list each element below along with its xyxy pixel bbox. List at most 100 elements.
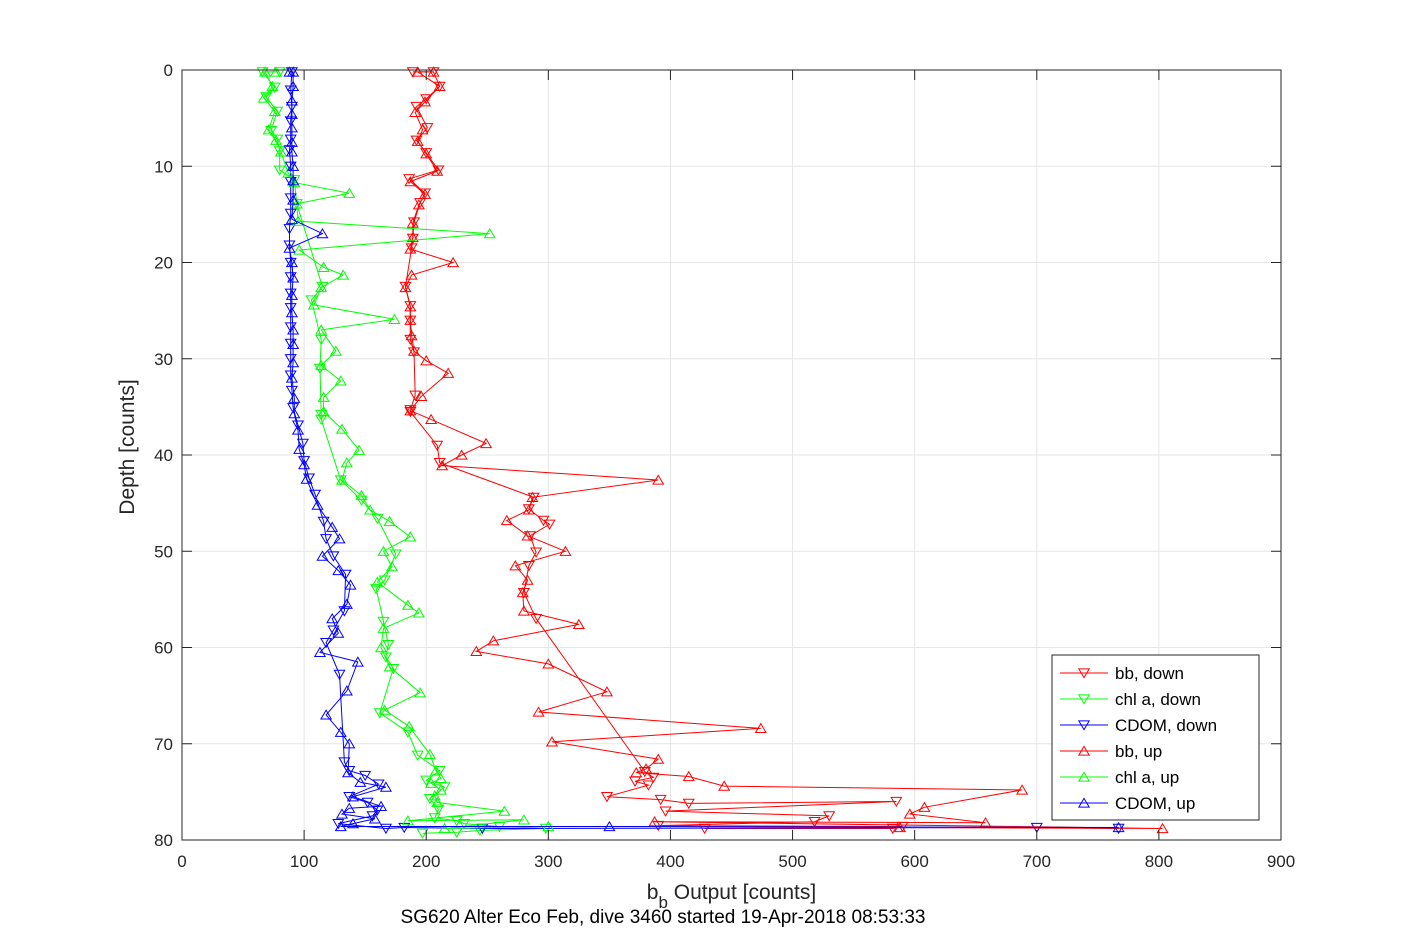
data-point [522,504,535,515]
data-point [352,444,366,455]
series-3 [399,66,1169,834]
data-point [416,828,429,839]
series-4 [257,66,555,834]
data-point [406,217,419,228]
data-point [378,575,391,586]
data-point [382,639,395,651]
data-point [420,355,433,366]
data-point [442,367,455,378]
data-point [341,766,355,778]
data-point [326,521,339,532]
data-point [285,67,298,78]
data-point [315,414,328,426]
legend-marker [1077,668,1091,679]
data-point [1016,784,1029,795]
data-point [315,324,328,335]
x-axis-label-main: b [647,881,659,904]
data-point [600,792,614,803]
data-point [287,66,300,77]
figure-caption: SG620 Alter Eco Feb, dive 3460 started 1… [401,907,926,928]
legend-marker [1077,771,1091,782]
data-point [284,208,297,220]
data-point [317,516,330,528]
data-point [559,545,572,556]
data-point [638,767,651,778]
data-point [285,213,298,224]
data-point [317,391,330,402]
data-point [652,474,665,485]
data-point [654,794,667,806]
data-point [332,818,345,830]
data-point [414,687,427,698]
data-point [285,146,298,157]
data-point [287,80,300,92]
data-point [432,804,445,815]
y-tick-label: 40 [154,446,173,465]
data-point [526,491,539,503]
data-point [433,766,446,777]
data-point [346,791,360,802]
data-point [285,256,298,268]
data-point [285,306,298,318]
ticks: 0 100 200 300 400 500 600 700 800 900 0 10 20 30 40 50 6… [154,61,1295,871]
data-point [405,269,418,280]
data-point [287,338,300,349]
data-point [412,607,425,618]
data-point [401,727,414,738]
data-point [282,167,295,178]
data-point [333,669,346,681]
data-point [404,314,417,325]
data-point [334,820,347,832]
data-point [291,424,305,435]
x-axis-label: bb Output [counts] [647,881,816,912]
data-point [290,198,303,209]
data-point [404,175,417,187]
data-point [354,776,367,787]
data-point [313,646,327,657]
data-point [890,796,903,808]
data-point [521,574,534,585]
data-point [377,616,390,628]
data-point [291,420,305,431]
data-point [404,405,417,416]
data-point [483,227,496,239]
data-point [340,598,353,609]
data-point [410,135,423,146]
data-point [285,372,298,383]
data-point [285,95,298,106]
data-point [343,802,356,813]
legend-label: chl a, up [1115,768,1179,787]
data-point [316,227,329,239]
data-point [300,473,313,484]
data-point [351,656,364,667]
data-point [373,708,386,719]
data-point [403,720,416,732]
data-point [379,781,392,792]
legend-marker [1077,720,1091,731]
data-point [404,243,417,254]
data-point [311,499,324,510]
data-point [409,390,422,401]
data-point [387,664,400,675]
x-tick-label: 300 [534,852,562,871]
data-point [434,784,447,795]
x-tick-label: 200 [412,852,440,871]
data-point [288,175,301,186]
data-point [273,67,286,78]
series-line [404,71,1163,829]
data-point [258,66,272,77]
data-point [1156,822,1169,834]
data-point [327,625,340,636]
data-point [273,165,286,176]
data-point [431,796,444,808]
data-point [315,281,328,293]
data-point [298,458,311,470]
data-point [498,805,511,816]
data-point [313,363,327,375]
legend-box [1051,654,1260,821]
data-point [458,818,471,830]
data-point [530,613,543,625]
data-point [886,823,899,835]
data-point [283,224,296,235]
data-point [432,165,445,176]
